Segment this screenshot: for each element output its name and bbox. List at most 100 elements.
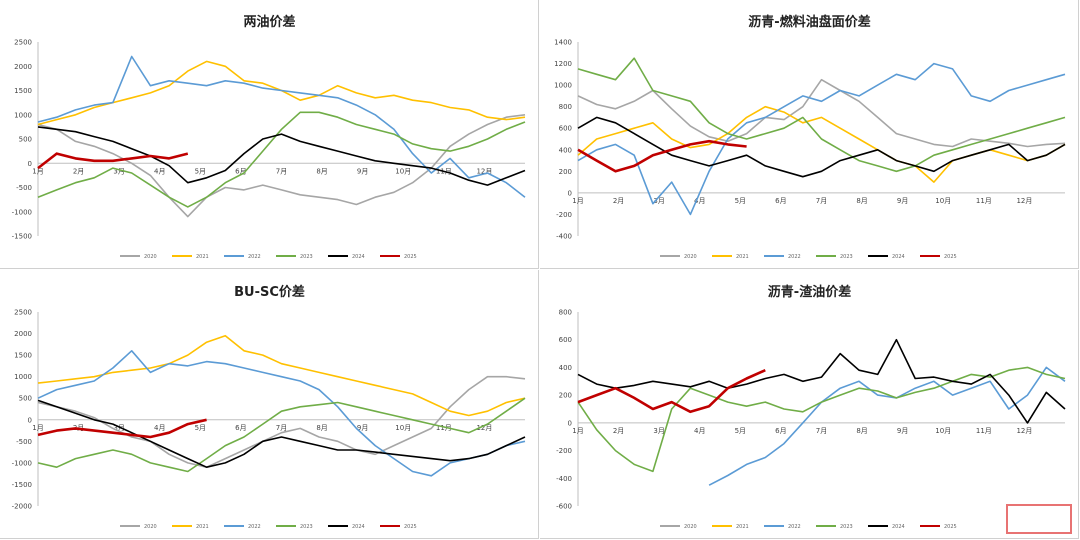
x-tick-label: 6月: [775, 427, 786, 435]
y-tick-label: 1000: [14, 373, 32, 381]
legend-label: 2020: [684, 524, 697, 530]
x-tick-label: 2月: [613, 197, 624, 205]
y-tick-label: 2000: [14, 330, 32, 338]
y-tick-label: -2000: [12, 503, 32, 511]
x-tick-label: 7月: [816, 197, 827, 205]
x-tick-label: 7月: [276, 167, 287, 175]
series-line-2023: [37, 111, 526, 208]
y-tick-label: 1500: [14, 352, 32, 360]
watermark-stamp: [1006, 504, 1072, 534]
x-tick-label: 4月: [154, 167, 165, 175]
x-tick-label: 1月: [572, 427, 583, 435]
x-tick-label: 8月: [856, 197, 867, 205]
x-tick-label: 4月: [154, 424, 165, 432]
legend-label: 2020: [144, 524, 157, 530]
series-line-2025: [577, 369, 766, 414]
chart-title: BU-SC价差: [234, 284, 305, 300]
y-tick-label: -1000: [12, 208, 32, 216]
y-tick-label: -400: [556, 233, 572, 241]
legend-label: 2022: [248, 524, 261, 530]
y-tick-label: 0: [568, 189, 572, 197]
x-tick-label: 10月: [395, 424, 411, 432]
y-tick-label: -1500: [12, 481, 32, 489]
legend-label: 2021: [736, 254, 749, 260]
x-tick-label: 3月: [113, 167, 124, 175]
y-tick-label: 0: [28, 160, 32, 168]
x-tick-label: 12月: [1016, 197, 1032, 205]
chart-title: 沥青-燃料油盘面价差: [748, 14, 870, 30]
legend-label: 2020: [684, 254, 697, 260]
y-tick-label: 200: [559, 392, 572, 400]
series-line-2025: [37, 152, 189, 170]
x-tick-label: 1月: [32, 167, 43, 175]
y-tick-label: 1000: [554, 82, 572, 90]
x-tick-label: 2月: [73, 167, 84, 175]
x-tick-label: 4月: [694, 427, 705, 435]
y-tick-label: -1000: [12, 459, 32, 467]
y-tick-label: -500: [16, 438, 32, 446]
y-tick-label: 800: [559, 309, 572, 317]
y-tick-label: 2000: [14, 63, 32, 71]
x-tick-label: 11月: [976, 197, 992, 205]
legend-label: 2023: [840, 524, 853, 530]
x-tick-label: 5月: [195, 424, 206, 432]
series-line-2020: [577, 78, 1066, 148]
series-line-2023: [577, 366, 1066, 473]
x-tick-label: 12月: [1016, 427, 1032, 435]
chart-svg-2: 沥青-燃料油盘面价差 1400 1200 1000 800 600 400 200 0 -200 -…: [554, 14, 1066, 260]
series-line-2020: [37, 114, 526, 218]
series-line-2022: [37, 55, 526, 198]
x-tick-label: 3月: [653, 427, 664, 435]
series-line-2024: [37, 399, 526, 468]
legend-label: 2020: [144, 254, 157, 260]
x-tick-label: 4月: [694, 197, 705, 205]
legend-label: 2022: [248, 254, 261, 260]
series-line-2025: [37, 418, 207, 439]
legend-label: 2025: [404, 524, 417, 530]
x-tick-label: 6月: [235, 167, 246, 175]
series-line-2024: [37, 126, 526, 186]
y-tick-label: -600: [556, 503, 572, 511]
x-tick-label: 10月: [935, 197, 951, 205]
y-tick-label: -500: [16, 184, 32, 192]
y-tick-label: 600: [559, 125, 572, 133]
y-tick-label: -200: [556, 447, 572, 455]
legend-label: 2023: [300, 254, 313, 260]
chart-svg-1: 两油价差 2500 2000 1500 1000 500 0 -500 -1000 -1500 1月…: [12, 14, 526, 260]
y-tick-label: 2500: [14, 309, 32, 317]
legend-label: 2021: [736, 524, 749, 530]
x-tick-label: 6月: [235, 424, 246, 432]
y-tick-label: 800: [559, 103, 572, 111]
legend-label: 2021: [196, 524, 209, 530]
x-tick-label: 9月: [897, 427, 908, 435]
series-line-2022: [577, 62, 1066, 216]
chart-panel-4: 沥青-渣油价差 800 600 400 200 0 -200 -400 -600 1月 2月 3月 4月…: [540, 270, 1079, 539]
x-tick-label: 5月: [735, 427, 746, 435]
chart-title: 两油价差: [243, 14, 295, 30]
legend-label: 2025: [944, 254, 957, 260]
x-tick-label: 7月: [816, 427, 827, 435]
x-tick-label: 10月: [935, 427, 951, 435]
y-tick-label: 500: [19, 395, 32, 403]
x-tick-label: 9月: [897, 197, 908, 205]
legend-label: 2025: [404, 254, 417, 260]
legend-label: 2024: [892, 524, 905, 530]
legend-label: 2022: [788, 524, 801, 530]
y-tick-label: 600: [559, 336, 572, 344]
chart-panel-3: BU-SC价差 2500 2000 1500 1000 500 0 -500 -1000 -150…: [0, 270, 539, 539]
y-tick-label: 0: [568, 419, 572, 427]
x-tick-label: 9月: [357, 424, 368, 432]
y-tick-label: -200: [556, 211, 572, 219]
x-tick-label: 10月: [395, 167, 411, 175]
chart-svg-3: BU-SC价差 2500 2000 1500 1000 500 0 -500 -1000 -150…: [12, 284, 526, 530]
y-tick-label: 1200: [554, 60, 572, 68]
series-line-2024: [577, 116, 1066, 178]
series-line-2021: [37, 60, 526, 126]
chart-panel-2: 沥青-燃料油盘面价差 1400 1200 1000 800 600 400 200 0 -200 -…: [540, 0, 1079, 269]
series-line-2024: [577, 338, 1066, 424]
x-tick-label: 7月: [276, 424, 287, 432]
legend-label: 2024: [892, 254, 905, 260]
x-tick-label: 12月: [476, 167, 492, 175]
y-tick-label: 500: [19, 136, 32, 144]
